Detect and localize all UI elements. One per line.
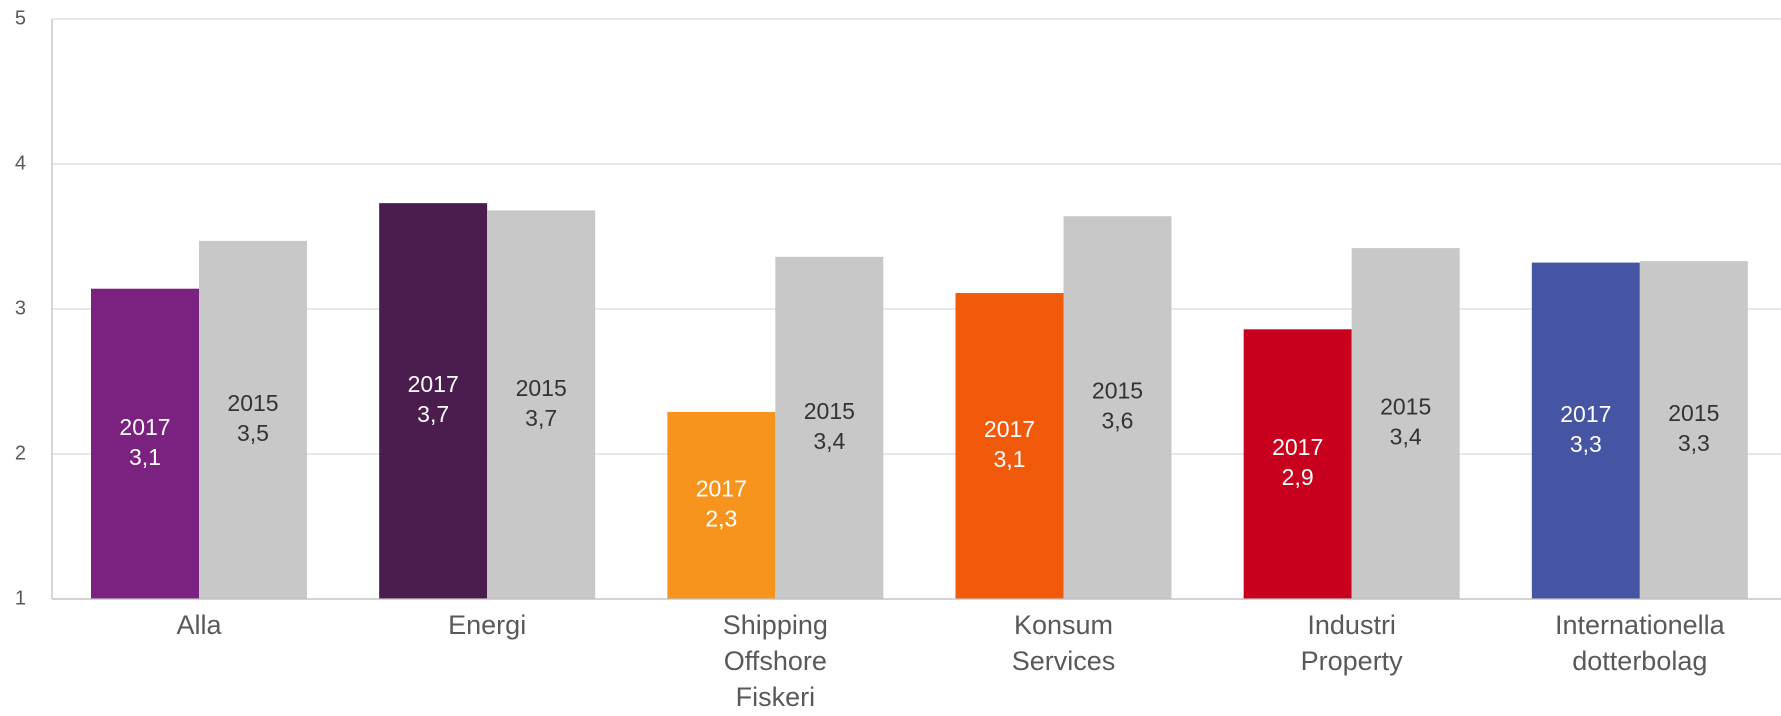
- x-tick-label: Property: [1301, 646, 1404, 676]
- x-tick-label: Internationella: [1555, 610, 1726, 640]
- bar-series-label: 2017: [408, 371, 459, 397]
- x-tick-label: dotterbolag: [1572, 646, 1707, 676]
- bar-series-label: 2015: [1092, 378, 1143, 404]
- bar-series-label: 2017: [1560, 401, 1611, 427]
- bar-series-label: 2015: [516, 375, 567, 401]
- bar: [955, 293, 1064, 599]
- bar-series-label: 2015: [227, 390, 278, 416]
- bar: [1243, 329, 1352, 599]
- bar-series-label: 2017: [119, 414, 170, 440]
- bar: [667, 411, 776, 599]
- bar-value-label: 3,4: [1390, 424, 1422, 450]
- bar-value-label: 3,7: [525, 405, 557, 431]
- bar-value-label: 3,1: [129, 444, 161, 470]
- y-tick-label: 2: [15, 442, 26, 464]
- bar: [199, 240, 307, 599]
- y-tick-label: 1: [15, 587, 26, 609]
- bar-series-label: 2017: [984, 416, 1035, 442]
- bar-value-label: 3,5: [237, 420, 269, 446]
- bar: [1351, 248, 1460, 599]
- x-tick-label: Alla: [176, 610, 222, 640]
- bar-series-label: 2015: [1380, 394, 1431, 420]
- bar-value-label: 2,3: [705, 506, 737, 532]
- bar-value-label: 3,1: [994, 446, 1026, 472]
- bar: [487, 210, 596, 599]
- x-tick-label: Shipping: [723, 610, 828, 640]
- bar: [91, 288, 199, 599]
- bar-value-label: 3,6: [1102, 408, 1134, 434]
- bar-series-label: 2015: [804, 398, 855, 424]
- x-tick-label: Services: [1012, 646, 1116, 676]
- y-tick-label: 4: [15, 152, 26, 174]
- y-tick-label: 3: [15, 297, 26, 319]
- bar: [379, 203, 488, 599]
- x-tick-label: Fiskeri: [736, 682, 816, 712]
- y-tick-label: 5: [15, 7, 26, 29]
- bar-value-label: 3,3: [1570, 431, 1602, 457]
- bar-series-label: 2017: [696, 476, 747, 502]
- bar: [1063, 216, 1172, 599]
- x-tick-label: Industri: [1307, 610, 1396, 640]
- x-tick-label: Energi: [448, 610, 526, 640]
- bar-series-label: 2015: [1668, 400, 1719, 426]
- bar-value-label: 3,4: [813, 428, 845, 454]
- x-tick-label: Konsum: [1014, 610, 1113, 640]
- bar: [775, 256, 884, 599]
- bar: [1639, 261, 1748, 599]
- bar-value-label: 3,7: [417, 401, 449, 427]
- bar-value-label: 2,9: [1282, 464, 1314, 490]
- bar: [1531, 262, 1640, 599]
- bar-value-label: 3,3: [1678, 430, 1710, 456]
- x-tick-label: Offshore: [724, 646, 827, 676]
- bar-series-label: 2017: [1272, 434, 1323, 460]
